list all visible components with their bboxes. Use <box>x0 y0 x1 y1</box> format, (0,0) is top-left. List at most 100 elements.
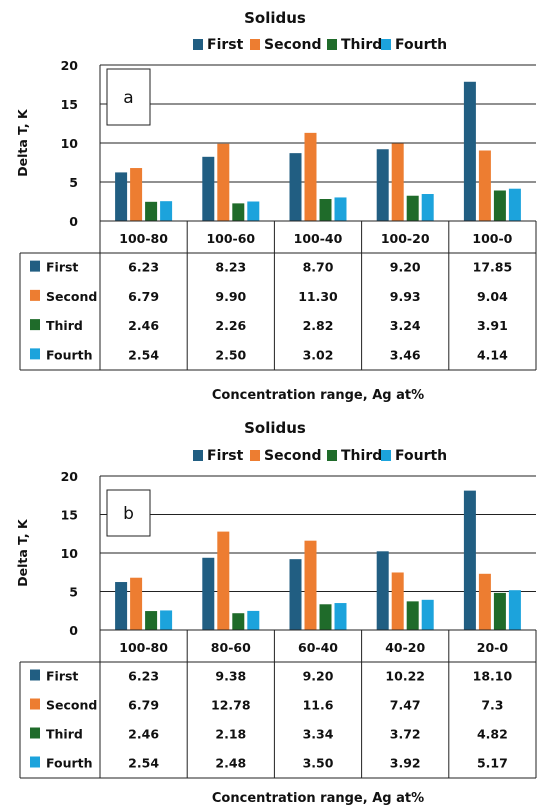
category-label: 20-0 <box>477 640 509 655</box>
data-label: 7.3 <box>481 698 503 713</box>
data-label: 8.70 <box>303 260 334 275</box>
legend-label-second: Second <box>264 37 321 53</box>
bar-third-5 <box>493 592 506 630</box>
category-label: 100-0 <box>472 231 512 246</box>
data-label: 11.30 <box>298 289 338 304</box>
row-swatch-second <box>30 289 40 301</box>
data-label: 9.93 <box>390 289 421 304</box>
category-label: 100-20 <box>381 231 430 246</box>
row-label-second: Second <box>46 289 97 304</box>
data-label: 3.72 <box>390 727 421 742</box>
bar-fourth-5 <box>508 188 521 221</box>
y-axis-title: Delta T, K <box>15 518 30 587</box>
data-label: 3.02 <box>303 347 334 362</box>
bar-second-5 <box>478 150 491 221</box>
x-axis-title: Concentration range, Ag at% <box>212 791 424 806</box>
data-label: 12.78 <box>211 698 251 713</box>
data-label: 9.04 <box>477 289 508 304</box>
panel-label-box <box>106 489 151 537</box>
data-label: 4.14 <box>477 347 508 362</box>
data-label: 6.79 <box>128 698 159 713</box>
bar-second-3 <box>304 132 317 221</box>
y-tick-label: 5 <box>69 585 78 600</box>
bar-third-4 <box>406 195 419 221</box>
data-label: 6.23 <box>128 669 159 684</box>
bar-third-3 <box>319 199 332 221</box>
row-swatch-third <box>30 319 40 331</box>
data-label: 2.46 <box>128 727 159 742</box>
y-tick-label: 15 <box>61 97 78 112</box>
data-label: 10.22 <box>385 669 425 684</box>
row-swatch-second <box>30 698 40 710</box>
data-label: 3.34 <box>303 727 334 742</box>
row-swatch-fourth <box>30 348 40 360</box>
legend-label-fourth: Fourth <box>395 448 447 464</box>
bar-first-1 <box>115 172 128 221</box>
data-label: 7.47 <box>390 698 421 713</box>
bar-second-2 <box>217 143 230 221</box>
row-swatch-fourth <box>30 756 40 768</box>
category-label: 100-80 <box>119 231 168 246</box>
data-label: 11.6 <box>303 698 334 713</box>
row-label-fourth: Fourth <box>46 347 93 362</box>
bar-second-2 <box>217 531 230 630</box>
row-swatch-first <box>30 260 40 272</box>
row-label-third: Third <box>46 318 83 333</box>
x-axis-title: Concentration range, Ag at% <box>212 388 424 403</box>
data-label: 3.50 <box>303 756 334 771</box>
bar-fourth-4 <box>421 599 434 630</box>
bar-second-4 <box>391 143 404 221</box>
row-swatch-third <box>30 727 40 739</box>
y-tick-label: 10 <box>61 136 79 151</box>
data-label: 3.46 <box>390 347 421 362</box>
bar-second-1 <box>130 168 143 221</box>
row-swatch-first <box>30 669 40 681</box>
panel-letter: b <box>123 504 134 524</box>
bar-second-5 <box>478 573 491 630</box>
bar-fourth-1 <box>160 201 173 221</box>
data-label: 18.10 <box>473 669 513 684</box>
legend-label-fourth: Fourth <box>395 37 447 53</box>
data-label: 2.82 <box>303 318 334 333</box>
category-label: 100-80 <box>119 640 168 655</box>
row-label-first: First <box>46 260 78 275</box>
bar-first-2 <box>202 557 215 630</box>
data-label: 9.90 <box>215 289 246 304</box>
panel-letter: a <box>123 88 133 108</box>
data-label: 3.24 <box>390 318 421 333</box>
data-label: 2.26 <box>215 318 246 333</box>
bar-third-3 <box>319 604 332 630</box>
legend-swatch-fourth <box>381 450 391 461</box>
y-tick-label: 20 <box>61 58 79 73</box>
legend-label-second: Second <box>264 448 321 464</box>
row-label-first: First <box>46 669 78 684</box>
bar-first-5 <box>463 81 476 222</box>
bar-first-4 <box>376 149 389 221</box>
legend-swatch-first <box>193 39 203 50</box>
data-label: 9.20 <box>390 260 421 275</box>
data-label: 4.82 <box>477 727 508 742</box>
legend-swatch-first <box>193 450 203 461</box>
data-label: 3.91 <box>477 318 508 333</box>
row-label-fourth: Fourth <box>46 756 93 771</box>
legend-label-first: First <box>207 37 244 53</box>
data-label: 8.23 <box>215 260 246 275</box>
data-label: 2.50 <box>215 347 246 362</box>
panel-label-box <box>106 68 151 126</box>
data-label: 17.85 <box>473 260 513 275</box>
bar-fourth-4 <box>421 194 434 221</box>
legend-label-third: Third <box>341 448 382 464</box>
data-label: 2.18 <box>215 727 246 742</box>
row-label-second: Second <box>46 698 97 713</box>
category-label: 80-60 <box>211 640 251 655</box>
legend-label-first: First <box>207 448 244 464</box>
data-label: 5.17 <box>477 756 508 771</box>
legend-swatch-third <box>327 39 337 50</box>
bar-fourth-1 <box>160 610 173 630</box>
bar-fourth-2 <box>247 610 260 630</box>
y-axis-title: Delta T, K <box>15 108 30 177</box>
chart-title: Solidus <box>244 419 306 437</box>
y-tick-label: 5 <box>69 175 78 190</box>
bar-fourth-5 <box>508 590 521 630</box>
bar-third-4 <box>406 601 419 630</box>
